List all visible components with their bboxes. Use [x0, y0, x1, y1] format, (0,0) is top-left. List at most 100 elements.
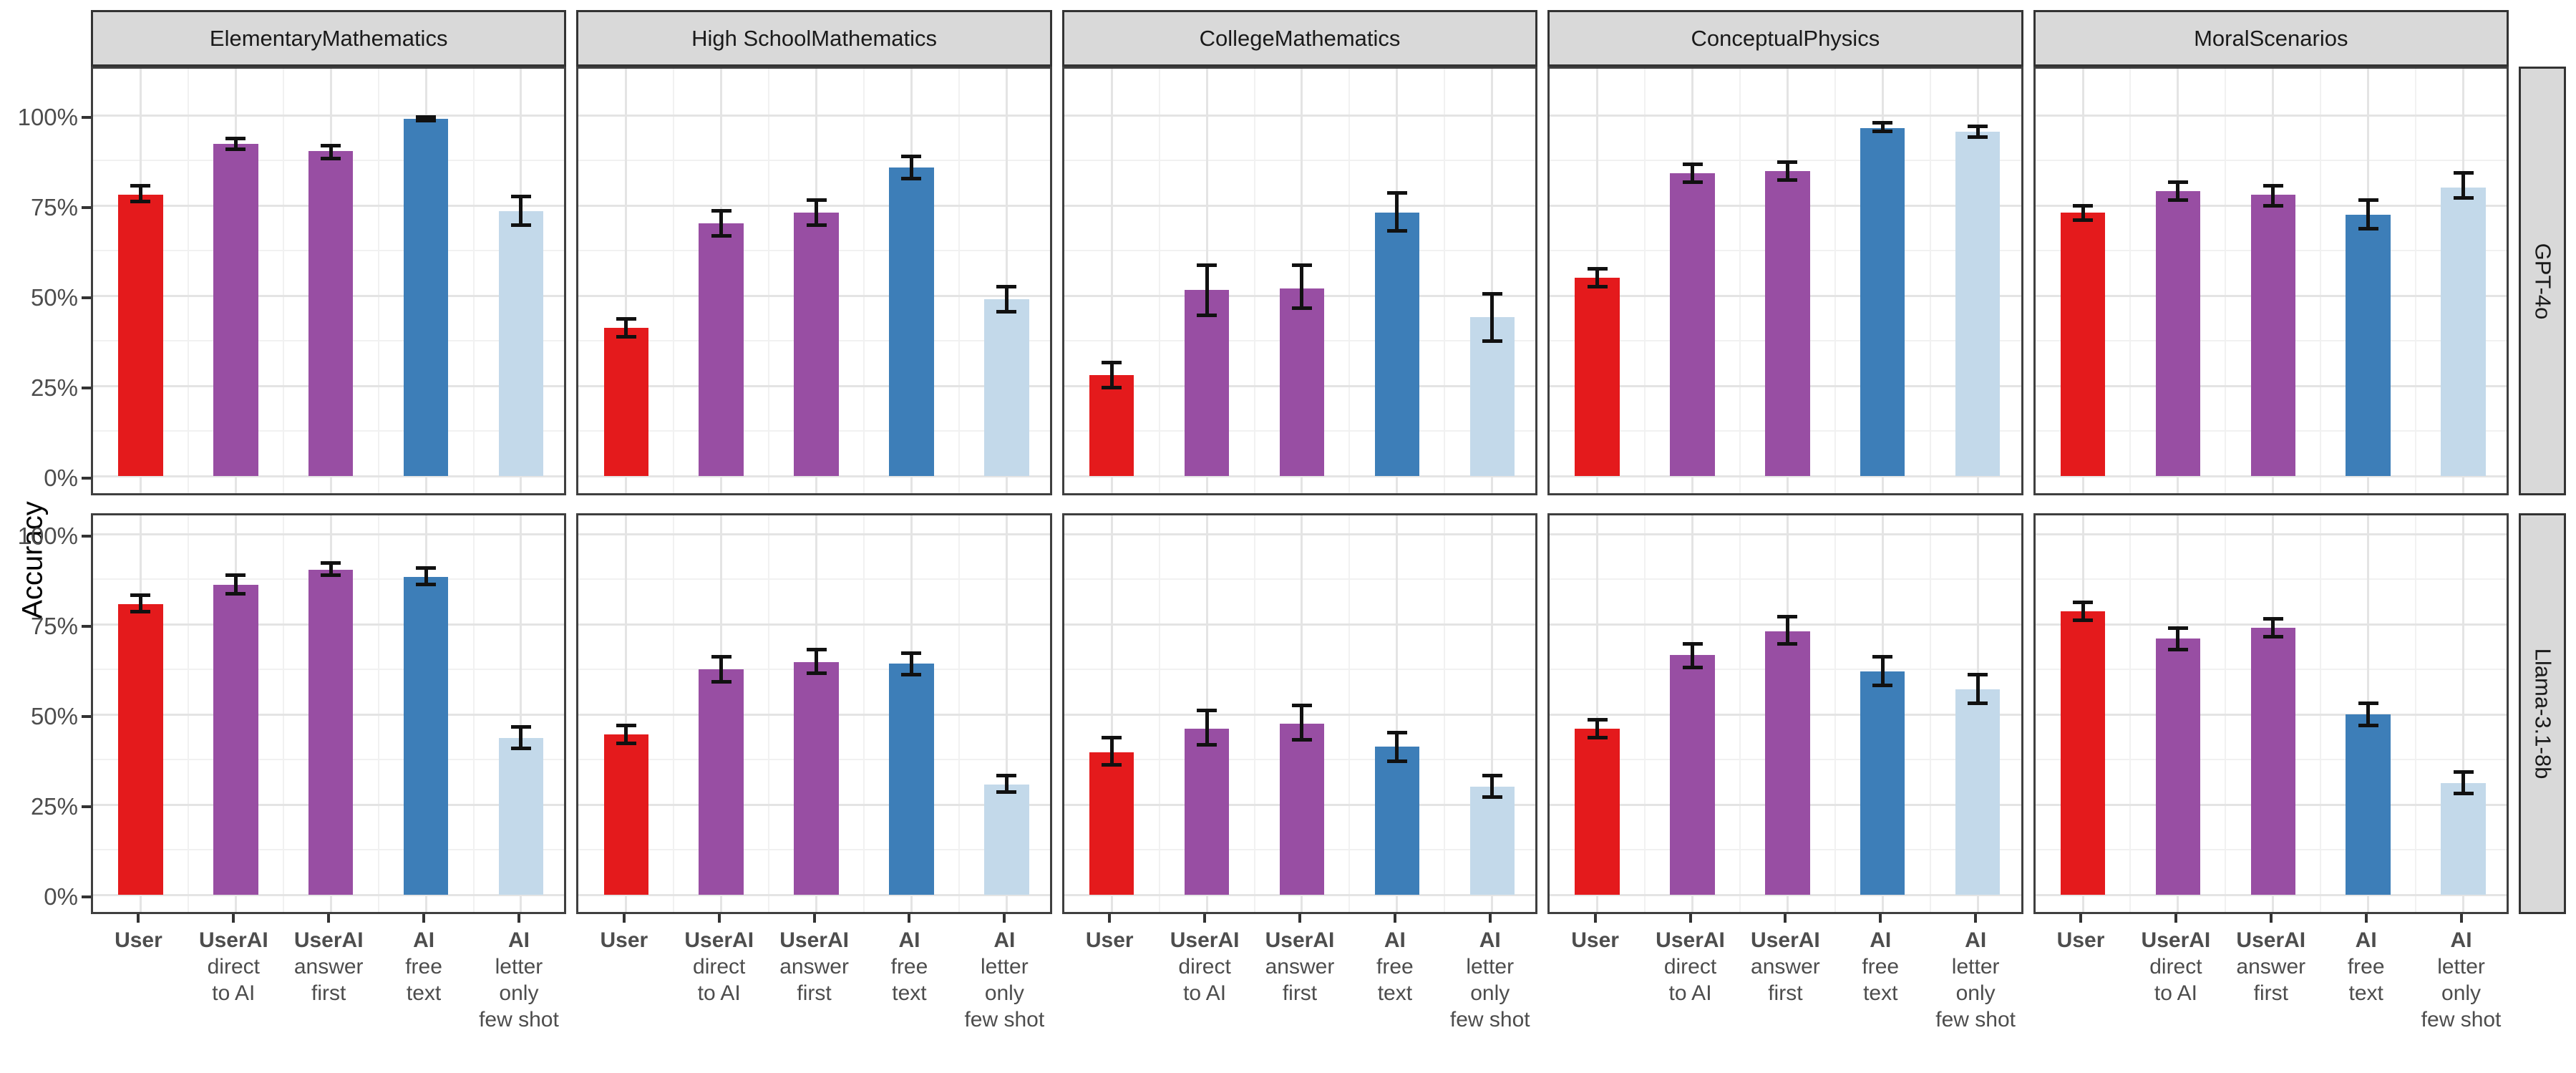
- error-bar-cap-bottom: [1197, 314, 1217, 318]
- bar-ai-5: [984, 299, 1029, 476]
- gridline-vertical-minor: [1834, 69, 1836, 493]
- bar-ai-4: [1374, 747, 1420, 895]
- gridline-horizontal-major: [2035, 475, 2507, 477]
- x-tick-mark: [1593, 914, 1597, 923]
- y-tick-label: 100%: [17, 104, 78, 130]
- x-axis-label-bold: AI: [2450, 928, 2472, 952]
- gridline-horizontal-major: [1064, 533, 1536, 535]
- error-bar: [1968, 124, 1988, 139]
- gridline-vertical-minor: [1929, 69, 1931, 493]
- x-axis-label-sub: text: [1377, 981, 1413, 1005]
- x-axis-label-sub: free: [405, 955, 442, 979]
- facet-column-label: Mathematics: [321, 25, 448, 51]
- x-axis-label-bold: AI: [507, 928, 530, 952]
- bar-ai-4: [1860, 127, 1905, 476]
- panel-GPT-4o-3: [1061, 67, 1538, 495]
- error-bar-stem: [1691, 642, 1694, 669]
- bar-user-1: [1089, 752, 1134, 895]
- error-bar: [1587, 266, 1608, 288]
- error-bar-cap-bottom: [2073, 618, 2094, 623]
- x-axis-label-sub: free: [1862, 955, 1900, 979]
- error-bar-cap-top: [1197, 709, 1217, 713]
- error-bar-cap-top: [996, 774, 1017, 778]
- x-axis-label: User: [2009, 927, 2152, 953]
- facet-column-label: Elementary: [209, 25, 322, 51]
- error-bar: [1587, 718, 1608, 740]
- error-bar: [996, 284, 1017, 314]
- error-bar-stem: [424, 115, 428, 123]
- x-axis-label-bold: AI: [1479, 928, 1501, 952]
- error-bar-cap-top: [1291, 703, 1312, 707]
- error-bar-cap-bottom: [510, 747, 531, 751]
- error-bar-stem: [138, 183, 142, 204]
- error-bar-stem: [1004, 284, 1008, 314]
- error-bar-cap-bottom: [1587, 736, 1608, 740]
- error-bar-cap-bottom: [2453, 196, 2474, 200]
- gridline-horizontal-minor: [578, 160, 1050, 161]
- error-bar: [2262, 616, 2283, 639]
- error-bar: [901, 155, 922, 180]
- error-bar: [1197, 263, 1217, 318]
- error-bar: [1102, 360, 1122, 390]
- error-bar: [1682, 642, 1703, 669]
- bar-ai-4: [889, 167, 934, 476]
- x-axis-label: AI free text: [352, 927, 495, 1006]
- x-axis-label-sub: first: [311, 981, 346, 1005]
- error-bar-cap-top: [996, 284, 1017, 288]
- error-bar-stem: [1205, 709, 1209, 747]
- facet-column-strip: Moral Scenarios: [2033, 10, 2509, 67]
- x-axis-label-sub: first: [797, 981, 832, 1005]
- gridline-horizontal-major: [578, 204, 1050, 207]
- error-bar-cap-bottom: [225, 147, 246, 152]
- x-tick-mark: [232, 914, 235, 923]
- bar-userai-3: [1279, 288, 1325, 476]
- error-bar-cap-bottom: [1968, 135, 1988, 139]
- gridline-vertical-minor: [1348, 69, 1351, 493]
- x-tick-mark: [1298, 914, 1301, 923]
- x-axis-label-bold: User: [1085, 928, 1134, 952]
- x-axis-label-sub: few shot: [1935, 1008, 2016, 1031]
- bar-ai-5: [498, 210, 544, 476]
- error-bar-stem: [1975, 673, 1980, 706]
- x-axis-label-sub: first: [1282, 981, 1318, 1005]
- error-bar-stem: [909, 651, 913, 677]
- gridline-horizontal-major: [578, 893, 1050, 896]
- x-axis-label-bold: AI: [2355, 928, 2377, 952]
- error-bar-cap-bottom: [616, 741, 636, 745]
- x-tick-mark: [1393, 914, 1396, 923]
- x-axis-label-sub: answer: [293, 955, 364, 979]
- error-bar-cap-top: [1587, 266, 1608, 271]
- x-axis-label-bold: UserAI: [1170, 928, 1240, 952]
- bar-ai-4: [1374, 213, 1420, 476]
- bar-ai-4: [2346, 214, 2391, 476]
- error-bar: [1968, 673, 1988, 706]
- x-tick-mark: [2459, 914, 2463, 923]
- error-bar-cap-top: [901, 155, 922, 159]
- x-axis-label: UserAI answer first: [258, 927, 400, 1006]
- error-bar-stem: [2271, 616, 2275, 639]
- x-tick-mark: [2174, 914, 2177, 923]
- x-axis-label: UserAI direct to AI: [1133, 927, 1275, 1006]
- error-bar: [1482, 291, 1502, 343]
- gridline-horizontal-major: [93, 893, 565, 896]
- error-bar: [2453, 171, 2474, 200]
- x-axis-label-sub: few shot: [2421, 1008, 2502, 1031]
- error-bar-cap-bottom: [321, 157, 341, 160]
- bar-userai-3: [794, 661, 839, 895]
- x-axis-label-sub: few shot: [479, 1008, 559, 1031]
- x-tick-mark: [1488, 914, 1492, 923]
- x-tick-mark: [1974, 914, 1978, 923]
- error-bar-cap-bottom: [1386, 228, 1407, 233]
- bar-user-1: [2060, 213, 2106, 476]
- error-bar-cap-bottom: [1777, 178, 1798, 183]
- error-bar-stem: [1490, 291, 1494, 343]
- gridline-horizontal-major: [578, 533, 1050, 535]
- facet-column-strip: College Mathematics: [1061, 10, 1538, 67]
- x-axis-label-sub: few shot: [1449, 1008, 1530, 1031]
- bar-userai-3: [1279, 723, 1325, 895]
- bar-ai-5: [1469, 786, 1515, 895]
- x-axis-label-sub: to AI: [1668, 981, 1712, 1005]
- gridline-horizontal-major: [1550, 623, 2021, 626]
- y-tick-mark: [82, 535, 91, 538]
- x-axis-label: UserAI answer first: [743, 927, 885, 1006]
